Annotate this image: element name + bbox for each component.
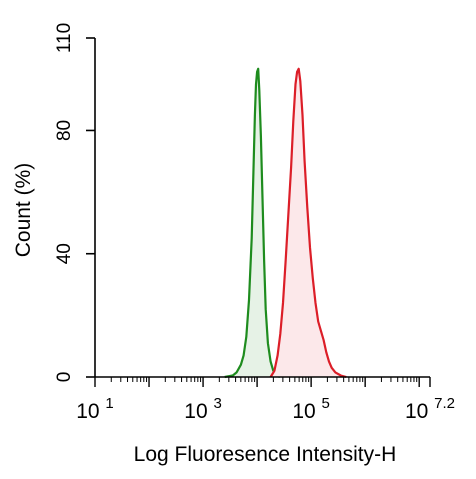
series-2-line bbox=[269, 67, 347, 379]
x-tick-label: 10 3 bbox=[184, 395, 222, 423]
y-tick-label: 40 bbox=[54, 243, 75, 264]
series-1-line bbox=[224, 67, 281, 379]
x-tick-label: 10 7.2 bbox=[405, 395, 455, 423]
x-axis-title: Log Fluoresence Intensity-H bbox=[134, 443, 397, 466]
y-tick-label: 80 bbox=[54, 120, 75, 141]
tick-labels: 0 40 80 110 10 1 10 3 10 5 10 7.2 bbox=[54, 23, 455, 423]
x-tick-label: 10 1 bbox=[76, 395, 114, 423]
y-tick-label: 0 bbox=[54, 372, 75, 383]
y-tick-label: 110 bbox=[54, 23, 75, 53]
plot-area bbox=[224, 67, 347, 379]
y-axis-title: Count (%) bbox=[12, 163, 35, 258]
x-tick-label: 10 5 bbox=[292, 395, 330, 423]
series-2-fill bbox=[270, 68, 347, 378]
axes bbox=[86, 37, 431, 387]
